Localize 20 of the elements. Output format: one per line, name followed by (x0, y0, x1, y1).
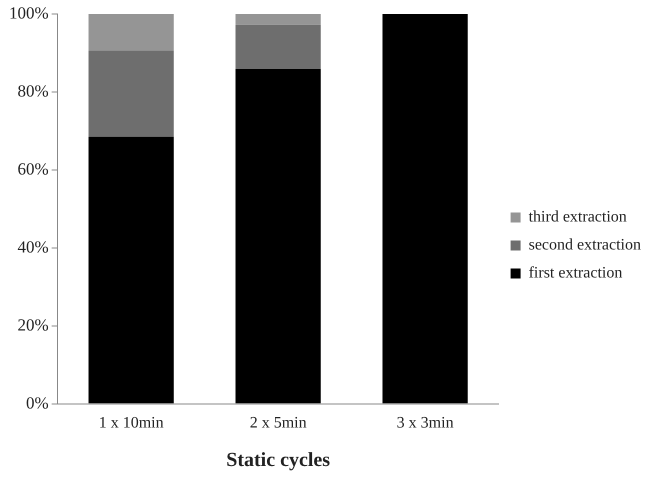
bar (236, 68, 321, 404)
y-tick-label: 20% (17, 315, 49, 334)
y-tick-label: 0% (26, 393, 49, 412)
bar (88, 136, 174, 404)
y-tick-label: 60% (17, 159, 49, 178)
legend-label: third extraction (528, 208, 627, 226)
bar (236, 24, 321, 69)
y-tick-label: 100% (8, 3, 49, 22)
legend-label: first extraction (528, 264, 622, 282)
y-tick-label: 80% (17, 81, 49, 100)
y-tick-label: 40% (17, 237, 49, 256)
bar (88, 50, 174, 137)
bar (88, 14, 174, 51)
x-tick-label: 1 x 10min (98, 414, 164, 432)
bar (382, 14, 468, 404)
x-tick-label: 2 x 5min (250, 414, 307, 432)
x-tick-label: 3 x 3min (396, 414, 454, 432)
bar (236, 14, 321, 25)
x-axis-title: Static cycles (226, 449, 330, 472)
legend-label: second extraction (528, 236, 642, 254)
